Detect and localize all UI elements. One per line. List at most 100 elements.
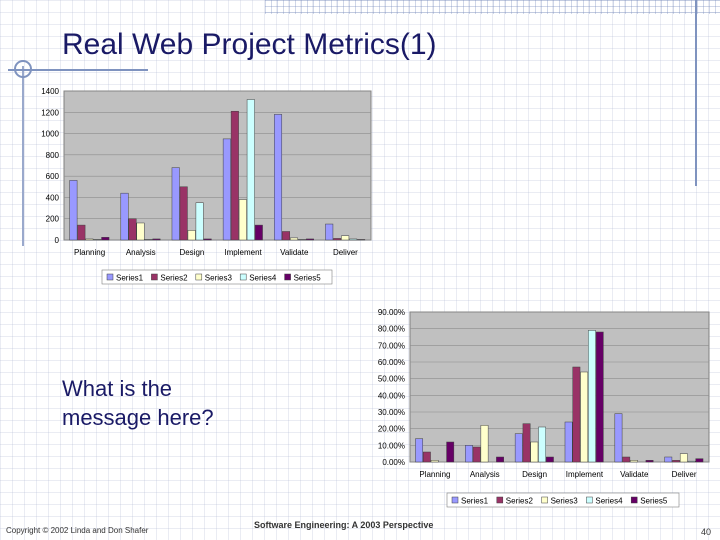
legend-swatch-series3	[195, 273, 203, 281]
bar-series2-deliver	[672, 460, 680, 463]
x-tick-label: Planning	[419, 470, 450, 479]
legend-label-series1: Series1	[461, 497, 489, 506]
legend-label-series4: Series4	[249, 274, 277, 283]
bar-series3-design	[530, 441, 539, 463]
bar-series5-analysis	[496, 456, 504, 463]
bar-series5-validate	[305, 238, 314, 241]
bar-series1-analysis	[465, 445, 473, 463]
legend-label-series3: Series3	[551, 497, 579, 506]
decorative-vertical-line	[695, 0, 697, 186]
y-tick-label: 30.00%	[378, 408, 405, 417]
bar-series2-design	[522, 423, 531, 463]
bar-series5-design	[203, 238, 212, 241]
bar-series2-implement	[572, 366, 581, 463]
bar-series2-validate	[282, 231, 291, 241]
y-tick-label: 80.00%	[378, 325, 405, 334]
decorative-left-line	[22, 66, 24, 246]
legend-swatch-series1	[451, 496, 459, 504]
bar-series1-design	[514, 433, 523, 463]
legend-swatch-series2	[496, 496, 504, 504]
x-tick-label: Planning	[74, 248, 105, 257]
y-tick-label: 1200	[41, 108, 59, 117]
legend-label-series2: Series2	[160, 274, 188, 283]
bar-series1-implement	[222, 138, 231, 241]
bar-series5-design	[545, 456, 554, 463]
y-tick-label: 800	[46, 151, 60, 160]
y-tick-label: 600	[46, 172, 60, 181]
bar-series5-implement	[254, 224, 263, 241]
message-line-2: message here?	[62, 405, 214, 430]
bar-series3-deliver	[341, 235, 350, 241]
bar-series5-deliver	[695, 458, 704, 463]
x-tick-label: Design	[522, 470, 547, 479]
bar-series5-implement	[595, 331, 604, 463]
x-tick-label: Analysis	[470, 470, 500, 479]
x-tick-label: Design	[179, 248, 204, 257]
legend-swatch-series1	[106, 273, 114, 281]
bar-series1-design	[171, 167, 180, 241]
bar-series4-planning	[93, 239, 102, 241]
bar-series1-validate	[614, 413, 623, 463]
decorative-grid-strip	[265, 0, 720, 14]
bar-series4-deliver	[349, 238, 358, 241]
legend-swatch-series4	[586, 496, 593, 504]
x-tick-label: Implement	[566, 470, 604, 479]
y-tick-label: 1400	[41, 87, 59, 96]
y-tick-label: 40.00%	[378, 391, 405, 400]
y-tick-label: 10.00%	[378, 441, 405, 450]
percentage-bar-chart: 0.00% 10.00% 20.00% 30.00% 40.00% 50.00% 60.00…	[378, 308, 710, 508]
x-tick-label: Implement	[224, 248, 262, 257]
legend-box	[101, 269, 333, 285]
bar-series1-planning	[69, 180, 78, 241]
legend-swatch-series2	[151, 273, 158, 281]
bar-series2-deliver	[333, 238, 342, 241]
bar-series3-implement	[238, 199, 247, 241]
y-tick-label: 20.00%	[378, 425, 405, 434]
bar-series3-analysis	[136, 222, 145, 241]
bar-series5-planning	[446, 441, 455, 463]
y-tick-label: 0.00%	[382, 458, 405, 467]
bar-series1-analysis	[120, 192, 129, 241]
bar-series4-validate	[297, 239, 306, 241]
bar-series4-design	[538, 426, 546, 463]
message-text: What is the message here?	[62, 374, 214, 432]
bar-series5-analysis	[152, 238, 161, 241]
plot-area	[409, 311, 710, 463]
y-tick-label: 0	[55, 236, 60, 245]
bar-series2-implement	[230, 110, 239, 241]
bar-series3-validate	[290, 237, 298, 241]
y-tick-label: 90.00%	[378, 308, 405, 317]
bar-series2-analysis	[128, 218, 137, 241]
bar-series2-design	[179, 186, 188, 241]
legend-label-series2: Series2	[506, 497, 534, 506]
bar-series5-planning	[101, 237, 110, 241]
bar-series4-implement	[588, 330, 596, 463]
x-tick-label: Analysis	[126, 248, 156, 257]
legend-swatch-series5	[630, 496, 638, 504]
legend-label-series1: Series1	[116, 274, 144, 283]
y-tick-label: 60.00%	[378, 358, 405, 367]
bar-series2-analysis	[472, 446, 481, 463]
legend-label-series3: Series3	[205, 274, 233, 283]
legend-swatch-series4	[239, 273, 247, 281]
bar-series3-planning	[85, 238, 94, 241]
bar-series4-deliver	[687, 460, 696, 463]
bar-series4-analysis	[144, 239, 153, 241]
decorative-horizontal-line	[8, 69, 148, 71]
x-tick-label: Validate	[280, 248, 309, 257]
legend-label-series5: Series5	[640, 497, 668, 506]
x-tick-label: Deliver	[333, 248, 358, 257]
footer-book-title: Software Engineering: A 2003 Perspective	[254, 520, 434, 530]
x-tick-label: Validate	[620, 470, 649, 479]
legend-box	[446, 492, 680, 508]
bar-series1-planning	[415, 438, 424, 463]
y-tick-label: 200	[46, 215, 60, 224]
legend-swatch-series5	[284, 273, 291, 281]
bar-series2-planning	[423, 451, 431, 463]
bar-series1-deliver	[325, 223, 334, 241]
x-tick-label: Deliver	[672, 470, 697, 479]
bar-series2-planning	[77, 224, 86, 241]
bar-series1-validate	[274, 114, 283, 241]
bar-series3-deliver	[679, 453, 688, 463]
bar-series4-design	[195, 202, 204, 241]
